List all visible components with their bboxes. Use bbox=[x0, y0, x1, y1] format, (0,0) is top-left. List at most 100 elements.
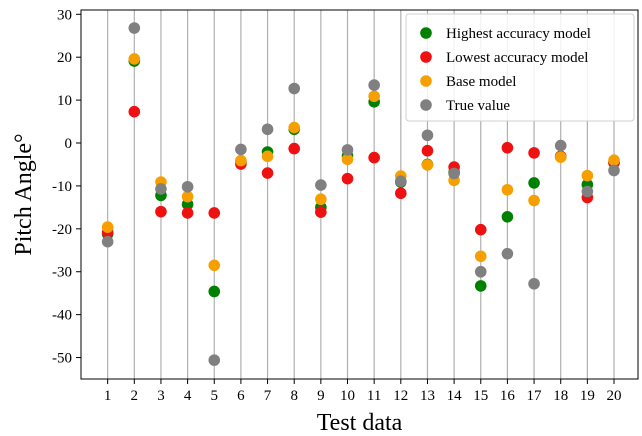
data-point bbox=[474, 223, 487, 236]
data-point bbox=[501, 247, 514, 260]
legend-label: Lowest accuracy model bbox=[446, 50, 588, 66]
data-point bbox=[235, 154, 247, 167]
data-point bbox=[288, 121, 301, 134]
x-tick-label: 11 bbox=[367, 388, 381, 404]
y-tick-label: 20 bbox=[57, 50, 72, 66]
data-point bbox=[101, 235, 114, 248]
legend-label: True value bbox=[446, 98, 510, 114]
y-axis-label: Pitch Angle° bbox=[11, 133, 37, 255]
x-axis-ticks: 1 2 3 4 5 6 7 8 9 10 11 12 13 14 15 16 17 18 19 20 bbox=[104, 379, 622, 404]
x-tick-label: 13 bbox=[420, 388, 435, 404]
y-tick-label: -50 bbox=[52, 351, 72, 367]
data-point bbox=[421, 144, 434, 157]
legend-marker bbox=[420, 99, 432, 111]
legend-box bbox=[405, 13, 635, 122]
x-tick-label: 18 bbox=[553, 388, 568, 404]
x-tick-label: 15 bbox=[473, 388, 488, 404]
data-point bbox=[208, 354, 221, 366]
data-point bbox=[474, 250, 487, 263]
data-point bbox=[341, 172, 354, 185]
x-tick-label: 16 bbox=[500, 388, 516, 404]
x-tick-label: 17 bbox=[527, 388, 543, 404]
data-point bbox=[368, 79, 380, 91]
data-point bbox=[155, 205, 167, 218]
data-point bbox=[261, 150, 274, 163]
legend-marker bbox=[420, 27, 432, 39]
data-point bbox=[528, 177, 540, 189]
data-point bbox=[235, 143, 247, 156]
data-point bbox=[101, 221, 114, 233]
y-axis-ticks: 30 20 10 0 -10 -20 -30 -40 -50 bbox=[52, 7, 81, 367]
x-tick-label: 5 bbox=[211, 388, 219, 404]
series-lowest-accuracy-model bbox=[101, 105, 620, 239]
data-point bbox=[341, 153, 354, 166]
data-point bbox=[341, 144, 354, 156]
data-point bbox=[608, 154, 620, 166]
x-tick-label: 2 bbox=[131, 388, 139, 404]
data-point bbox=[128, 105, 141, 118]
legend-marker bbox=[420, 51, 432, 63]
legend-marker bbox=[420, 75, 432, 87]
data-point bbox=[501, 141, 514, 154]
x-tick-label: 3 bbox=[157, 388, 165, 404]
data-point bbox=[554, 139, 567, 152]
data-point bbox=[608, 164, 620, 177]
y-tick-label: -20 bbox=[52, 222, 72, 238]
data-point bbox=[474, 265, 487, 278]
plot-frame bbox=[80, 9, 639, 380]
x-tick-label: 14 bbox=[447, 388, 463, 404]
data-point bbox=[501, 211, 514, 223]
legend-label: Highest accuracy model bbox=[446, 26, 591, 42]
vertical-grid-lines bbox=[107, 10, 615, 379]
series-base-model bbox=[101, 53, 620, 272]
data-point bbox=[368, 151, 380, 164]
x-tick-label: 1 bbox=[104, 388, 112, 404]
data-point bbox=[288, 82, 301, 95]
data-point bbox=[528, 147, 540, 159]
y-tick-label: 10 bbox=[57, 93, 72, 109]
x-tick-label: 4 bbox=[184, 388, 192, 404]
data-point bbox=[315, 193, 327, 206]
data-point bbox=[261, 167, 274, 179]
data-point bbox=[128, 22, 141, 34]
x-tick-label: 20 bbox=[607, 388, 622, 404]
x-tick-label: 8 bbox=[290, 388, 298, 404]
legend-label: Base model bbox=[446, 74, 516, 90]
data-point bbox=[315, 206, 327, 218]
data-point bbox=[581, 185, 594, 198]
x-tick-label: 6 bbox=[237, 388, 245, 404]
series-true-value bbox=[101, 22, 620, 366]
data-point bbox=[208, 207, 221, 219]
data-points bbox=[101, 22, 620, 366]
data-point bbox=[554, 151, 567, 163]
data-point bbox=[528, 194, 540, 207]
y-tick-label: -10 bbox=[52, 179, 72, 195]
data-point bbox=[421, 159, 434, 171]
data-point bbox=[368, 90, 380, 103]
data-point bbox=[474, 280, 487, 292]
data-point bbox=[501, 183, 514, 196]
data-point bbox=[395, 175, 407, 187]
data-point bbox=[261, 123, 274, 136]
data-point bbox=[155, 183, 167, 195]
legend: Highest accuracy model Lowest accuracy mo… bbox=[405, 13, 635, 122]
data-point bbox=[288, 142, 301, 155]
data-point bbox=[181, 190, 194, 203]
y-tick-label: -40 bbox=[52, 308, 72, 324]
x-tick-label: 19 bbox=[580, 388, 595, 404]
data-point bbox=[421, 129, 434, 142]
y-tick-label: 30 bbox=[57, 7, 72, 23]
x-tick-label: 10 bbox=[340, 388, 355, 404]
data-point bbox=[528, 277, 540, 290]
data-point bbox=[315, 179, 327, 191]
data-point bbox=[448, 167, 460, 180]
data-point bbox=[395, 187, 407, 200]
data-point bbox=[581, 169, 594, 182]
data-point bbox=[208, 285, 221, 298]
y-tick-label: 0 bbox=[65, 136, 73, 152]
x-tick-label: 7 bbox=[264, 388, 272, 404]
data-point bbox=[208, 259, 221, 272]
data-point bbox=[128, 53, 141, 65]
x-axis-label: Test data bbox=[317, 410, 403, 436]
